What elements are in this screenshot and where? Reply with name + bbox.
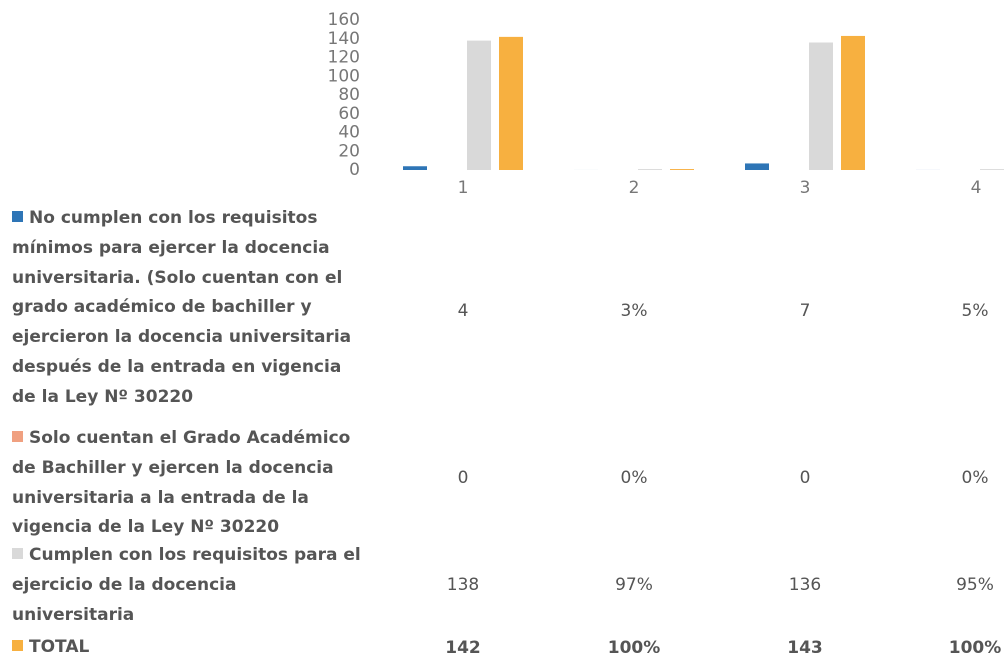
- bar: [809, 43, 833, 171]
- legend-entry: No cumplen con los requisitos mínimos pa…: [12, 204, 362, 413]
- legend-marker: [12, 211, 23, 222]
- data-label: 100%: [949, 638, 1002, 658]
- data-label: 5%: [962, 301, 989, 321]
- y-tick-label: 160: [328, 10, 360, 30]
- legend-entry: TOTAL: [12, 633, 362, 663]
- x-tick-label: 3: [800, 178, 811, 198]
- data-label: 4: [458, 301, 469, 321]
- y-tick-label: 0: [349, 160, 360, 180]
- y-tick-label: 100: [328, 66, 360, 86]
- bar: [499, 37, 523, 170]
- y-tick-label: 120: [328, 48, 360, 68]
- legend-label: No cumplen con los requisitos mínimos pa…: [12, 208, 351, 407]
- legend-marker: [12, 548, 23, 559]
- data-label: 0: [800, 468, 811, 488]
- bar: [638, 169, 662, 170]
- bar: [467, 41, 491, 170]
- data-label: 142: [445, 638, 481, 658]
- data-label: 0%: [621, 468, 648, 488]
- legend-entry: Cumplen con los requisitos para el ejerc…: [12, 541, 362, 630]
- data-label: 100%: [608, 638, 661, 658]
- bar: [745, 163, 769, 170]
- data-label: 7: [800, 301, 811, 321]
- y-tick-label: 140: [328, 29, 360, 49]
- data-label: 97%: [615, 575, 653, 595]
- legend-label: Cumplen con los requisitos para el ejerc…: [12, 545, 361, 625]
- bar: [841, 36, 865, 170]
- y-tick-label: 60: [338, 104, 360, 124]
- legend-label: Solo cuentan el Grado Académico de Bachi…: [12, 428, 350, 537]
- y-tick-label: 80: [338, 85, 360, 105]
- data-label: 3%: [621, 301, 648, 321]
- data-label: 95%: [956, 575, 994, 595]
- legend-label: TOTAL: [29, 637, 89, 657]
- y-tick-label: 40: [338, 123, 360, 143]
- x-tick-label: 4: [971, 178, 982, 198]
- data-label: 136: [789, 575, 821, 595]
- data-label: 0: [458, 468, 469, 488]
- data-label: 138: [447, 575, 479, 595]
- legend-entry: Solo cuentan el Grado Académico de Bachi…: [12, 424, 362, 543]
- legend-marker: [12, 640, 23, 651]
- x-tick-label: 2: [629, 178, 640, 198]
- bar: [403, 166, 427, 170]
- y-tick-label: 20: [338, 141, 360, 161]
- bar: [980, 169, 1004, 170]
- legend-marker: [12, 431, 23, 442]
- x-tick-label: 1: [458, 178, 469, 198]
- bar: [670, 169, 694, 170]
- data-label: 143: [787, 638, 823, 658]
- data-label: 0%: [962, 468, 989, 488]
